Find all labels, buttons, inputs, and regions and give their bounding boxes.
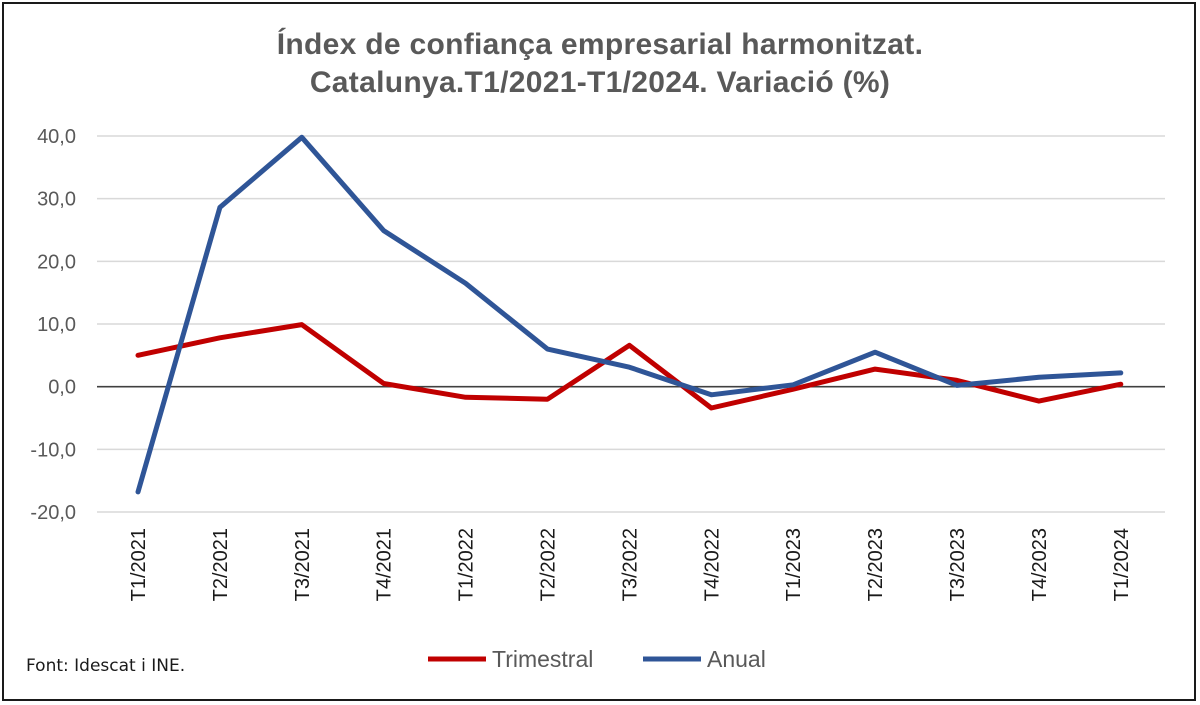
x-tick-label: T4/2022 — [701, 528, 723, 601]
legend-label-trimestral: Trimestral — [492, 646, 593, 672]
y-tick-label: 0,0 — [48, 377, 76, 399]
x-tick-label: T3/2021 — [292, 528, 314, 601]
chart-title-line-1: Índex de confiança empresarial harmonitz… — [276, 28, 924, 61]
series-line-trimestral — [135, 322, 1124, 411]
x-tick-label: T2/2022 — [538, 528, 560, 601]
x-tick-label: T1/2022 — [456, 528, 478, 601]
x-tick-label: T2/2021 — [210, 528, 232, 601]
x-tick-label: T1/2023 — [783, 528, 805, 601]
x-tick-label: T1/2021 — [128, 528, 150, 601]
x-tick-label: T4/2021 — [374, 528, 396, 601]
source-note: Font: Idescat i INE. — [26, 656, 186, 676]
y-tick-label: 20,0 — [37, 251, 76, 273]
y-tick-label: -10,0 — [30, 439, 76, 461]
y-tick-label: -20,0 — [30, 502, 76, 524]
y-tick-label: 30,0 — [37, 189, 76, 211]
y-tick-label: 40,0 — [37, 126, 76, 148]
x-tick-label: T3/2022 — [619, 528, 641, 601]
x-tick-label: T2/2023 — [865, 528, 887, 601]
chart-title: Índex de confiança empresarial harmonitz… — [0, 26, 1200, 102]
legend-label-anual: Anual — [707, 646, 766, 672]
x-tick-label: T1/2024 — [1111, 528, 1133, 601]
x-tick-label: T3/2023 — [947, 528, 969, 601]
y-tick-label: 10,0 — [37, 314, 76, 336]
x-tick-label: T4/2023 — [1029, 528, 1051, 601]
series-line-anual — [135, 134, 1124, 495]
chart-title-line-2: Catalunya.T1/2021-T1/2024. Variació (%) — [309, 66, 891, 99]
